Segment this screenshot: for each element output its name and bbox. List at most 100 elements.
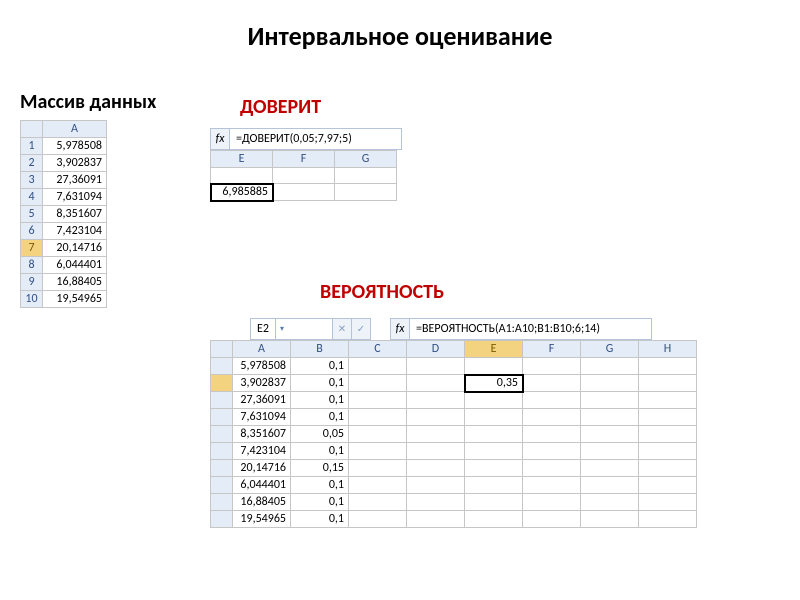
cell[interactable]: 0,1 [291, 409, 349, 426]
cell[interactable] [639, 460, 697, 477]
cell[interactable]: 8,351607 [233, 426, 291, 443]
cell[interactable]: 27,36091 [233, 392, 291, 409]
col-header[interactable]: C [349, 341, 407, 358]
cell[interactable]: 0,15 [291, 460, 349, 477]
cell[interactable] [639, 392, 697, 409]
row-header[interactable] [211, 494, 233, 511]
cell[interactable] [465, 443, 523, 460]
col-header-f[interactable]: F [273, 151, 335, 168]
select-all-corner[interactable] [21, 121, 43, 138]
fx-icon[interactable]: fx [391, 319, 410, 339]
row-header[interactable]: 7 [21, 240, 43, 257]
cell[interactable] [407, 375, 465, 392]
grid-doverit[interactable]: E F G 6,985885 [210, 150, 397, 201]
cell[interactable] [273, 184, 335, 201]
cell[interactable]: 8,351607 [43, 206, 107, 223]
cell[interactable] [465, 460, 523, 477]
cell[interactable] [581, 443, 639, 460]
cell[interactable] [407, 358, 465, 375]
cell[interactable] [349, 375, 407, 392]
col-header[interactable]: F [523, 341, 581, 358]
cell[interactable] [349, 477, 407, 494]
cell[interactable] [523, 494, 581, 511]
cell[interactable] [407, 494, 465, 511]
enter-icon[interactable]: ✓ [352, 319, 370, 339]
cell[interactable] [523, 443, 581, 460]
cell[interactable]: 7,423104 [233, 443, 291, 460]
cell[interactable] [349, 511, 407, 528]
cell[interactable]: 0,05 [291, 426, 349, 443]
cell[interactable] [581, 511, 639, 528]
cell[interactable] [523, 409, 581, 426]
cancel-icon[interactable]: ✕ [333, 319, 352, 339]
cell[interactable] [581, 375, 639, 392]
col-header[interactable]: E [465, 341, 523, 358]
cell[interactable] [581, 426, 639, 443]
col-header[interactable]: H [639, 341, 697, 358]
cell[interactable] [273, 168, 335, 184]
row-header[interactable] [211, 358, 233, 375]
cell[interactable] [407, 477, 465, 494]
cell[interactable] [639, 358, 697, 375]
cell[interactable] [349, 409, 407, 426]
cell[interactable] [581, 494, 639, 511]
cell[interactable] [639, 511, 697, 528]
cell[interactable]: 0,1 [291, 358, 349, 375]
row-header[interactable]: 8 [21, 257, 43, 274]
row-header[interactable] [211, 392, 233, 409]
cell[interactable] [523, 477, 581, 494]
cell[interactable] [465, 511, 523, 528]
cell[interactable] [523, 392, 581, 409]
cell[interactable]: 19,54965 [43, 291, 107, 308]
cell[interactable] [349, 494, 407, 511]
cell[interactable] [407, 511, 465, 528]
col-header[interactable]: D [407, 341, 465, 358]
cell[interactable] [523, 358, 581, 375]
col-header-a[interactable]: A [43, 121, 107, 138]
row-header[interactable]: 5 [21, 206, 43, 223]
cell[interactable] [465, 426, 523, 443]
row-header[interactable]: 10 [21, 291, 43, 308]
row-header[interactable]: 1 [21, 138, 43, 155]
row-header[interactable]: 2 [21, 155, 43, 172]
cell[interactable]: 0,1 [291, 375, 349, 392]
cell[interactable]: 27,36091 [43, 172, 107, 189]
col-header[interactable]: G [581, 341, 639, 358]
cell[interactable] [407, 426, 465, 443]
col-header-e[interactable]: E [211, 151, 273, 168]
cell[interactable]: 7,631094 [233, 409, 291, 426]
cell[interactable]: 0,1 [291, 443, 349, 460]
row-header[interactable] [211, 477, 233, 494]
cell[interactable] [407, 409, 465, 426]
cell[interactable] [349, 460, 407, 477]
cell[interactable] [639, 426, 697, 443]
fx-icon[interactable]: fx [211, 129, 230, 149]
cell[interactable]: 19,54965 [233, 511, 291, 528]
cell[interactable] [465, 409, 523, 426]
cell[interactable] [349, 358, 407, 375]
cell[interactable]: 0,35 [465, 375, 523, 392]
cell-result-doverit[interactable]: 6,985885 [211, 184, 273, 201]
cell[interactable]: 3,902837 [233, 375, 291, 392]
formula-text-doverit[interactable]: =ДОВЕРИТ(0,05;7,97;5) [230, 129, 358, 149]
cell[interactable] [465, 392, 523, 409]
row-header[interactable]: 9 [21, 274, 43, 291]
cell[interactable] [639, 375, 697, 392]
cell[interactable] [523, 511, 581, 528]
cell[interactable]: 0,1 [291, 392, 349, 409]
cell[interactable]: 0,1 [291, 494, 349, 511]
row-header[interactable] [211, 443, 233, 460]
cell[interactable]: 0,1 [291, 477, 349, 494]
cell[interactable] [639, 477, 697, 494]
cell[interactable] [581, 477, 639, 494]
cell[interactable]: 7,423104 [43, 223, 107, 240]
cell[interactable] [465, 494, 523, 511]
cell[interactable] [581, 358, 639, 375]
cell[interactable] [523, 426, 581, 443]
cell[interactable] [465, 358, 523, 375]
cell[interactable] [639, 443, 697, 460]
cell[interactable]: 20,14716 [43, 240, 107, 257]
cell[interactable]: 5,978508 [233, 358, 291, 375]
name-box[interactable]: E2 ▾ [250, 318, 334, 340]
grid-veroy[interactable]: A B C D E F G H 5,9785080,13,9028370,10,… [210, 340, 697, 528]
